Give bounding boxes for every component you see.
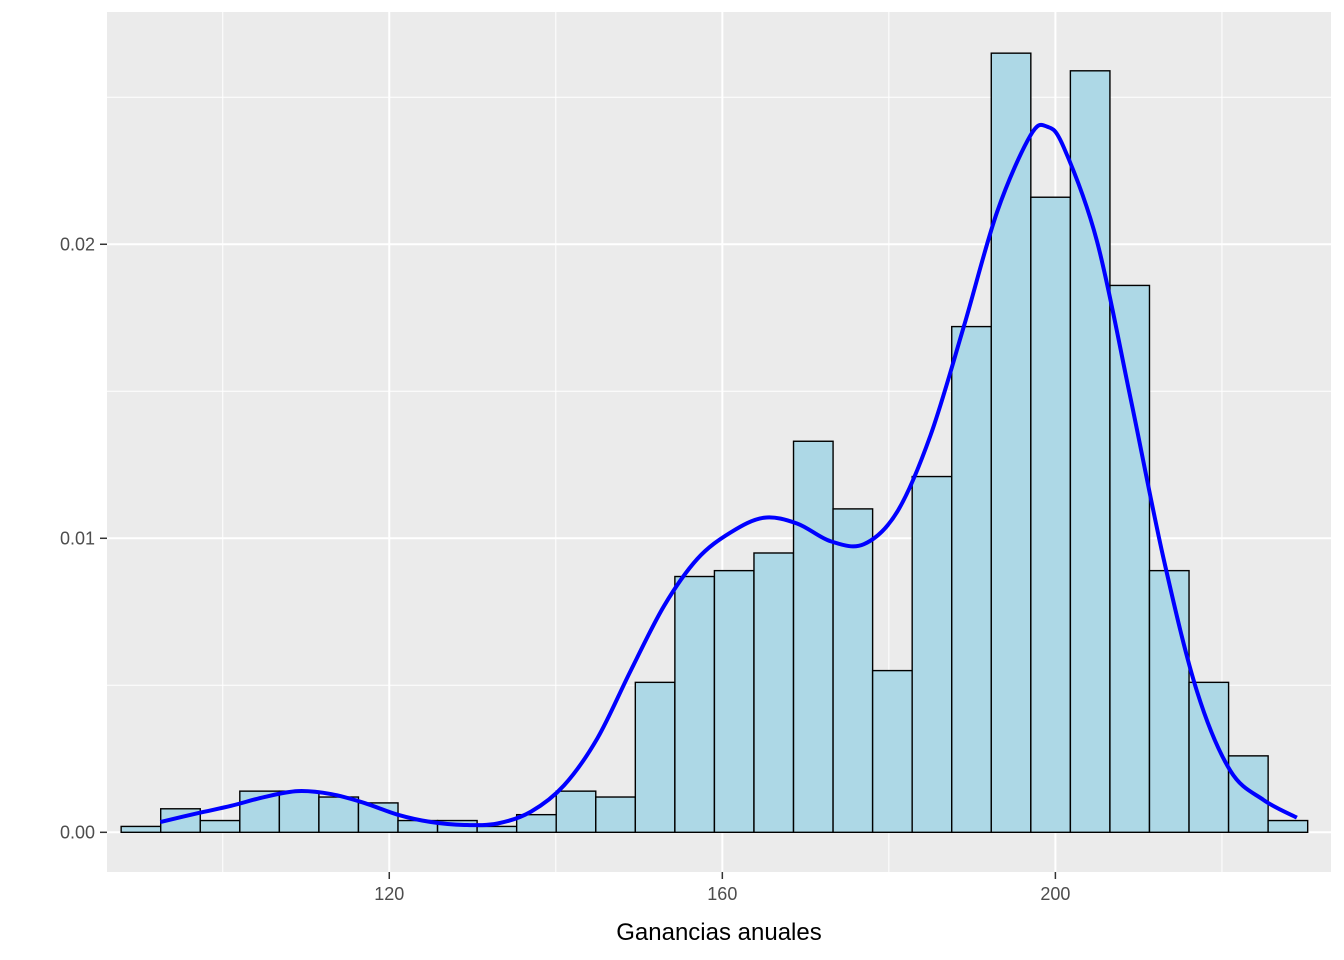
y-tick-label: 0.02	[60, 234, 95, 254]
histogram-bar	[990, 52, 1032, 834]
histogram-bar	[318, 796, 360, 834]
histogram-bar	[951, 325, 992, 834]
histogram-bar	[1069, 70, 1111, 834]
histogram-bar	[476, 825, 518, 834]
histogram-bar	[1227, 755, 1269, 834]
x-tick-label: 200	[1040, 884, 1070, 904]
histogram-bar	[199, 819, 241, 834]
histogram-bar	[595, 796, 637, 834]
x-axis-title: Ganancias anuales	[616, 919, 821, 946]
histogram-bar	[120, 825, 162, 834]
x-tick-label: 120	[374, 884, 404, 904]
density-curve	[159, 122, 1298, 828]
histogram-bar	[278, 790, 320, 834]
y-tick-label: 0.01	[60, 528, 95, 548]
histogram-bar	[713, 569, 755, 834]
histogram-bar	[871, 669, 913, 834]
histogram-bar	[792, 440, 834, 834]
histogram-bar	[753, 552, 795, 834]
histogram-bar	[1109, 284, 1151, 834]
histogram-bar	[634, 681, 676, 834]
histogram-bar	[555, 790, 597, 834]
histogram-bar	[911, 475, 953, 834]
y-tick-label: 0.00	[60, 822, 95, 842]
x-tick-label: 160	[707, 884, 737, 904]
histogram-bar	[1148, 569, 1190, 834]
histogram-bar	[832, 508, 874, 834]
histogram-bar	[674, 575, 716, 834]
x-axis: 120 160 200	[374, 872, 1070, 904]
histogram-bar	[1267, 819, 1309, 834]
histogram-bar	[1030, 196, 1072, 834]
y-axis: 0.00 0.01 0.02	[60, 234, 107, 842]
